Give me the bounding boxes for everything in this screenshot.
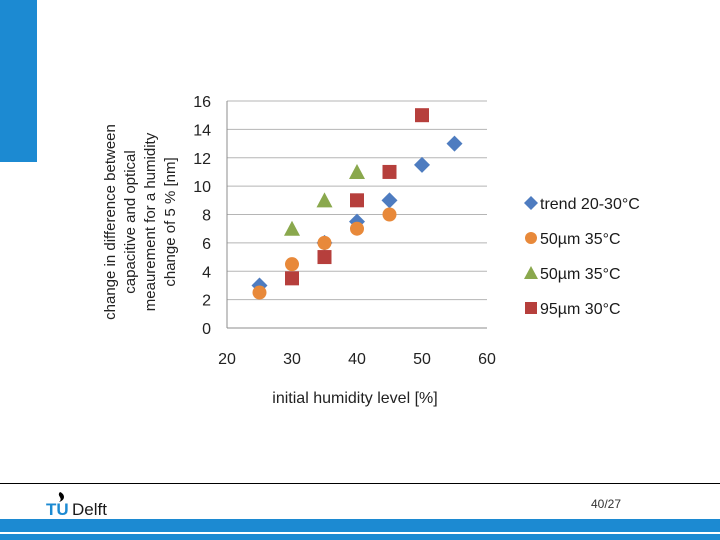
x-tick-label: 60	[478, 351, 496, 368]
y-tick-label: 6	[202, 236, 211, 253]
flame-icon	[58, 492, 64, 502]
logo-tu: TU	[46, 500, 69, 518]
y-tick-label: 12	[193, 151, 211, 168]
data-point-triangle	[349, 163, 365, 179]
legend-marker-circle	[525, 232, 537, 244]
x-axis-label: initial humidity level [%]	[272, 390, 437, 407]
legend-label: 50µm 35°C	[540, 266, 621, 283]
y-axis-label-line: capacitive and optical	[122, 150, 139, 293]
logo-delft: Delft	[72, 500, 107, 518]
legend-marker-diamond	[524, 196, 538, 210]
y-tick-label: 10	[193, 179, 211, 196]
accent-side-bar	[0, 0, 37, 162]
footer-band-thin	[0, 534, 720, 540]
x-tick-label: 50	[413, 351, 431, 368]
y-axis-label-line: meaurement for a humidity	[142, 132, 159, 311]
data-point-circle	[382, 207, 397, 222]
data-point-square	[350, 193, 364, 208]
legend: trend 20-30°C 50µm 35°C 50µm 35°C 95µm 30°C	[524, 196, 640, 318]
y-tick-label: 2	[202, 293, 211, 310]
y-axis-label: change in difference between capacitive a…	[102, 124, 179, 320]
data-point-circle	[350, 221, 364, 236]
y-tick-label: 16	[193, 94, 211, 111]
tick-labels: 0 2 4 6 8 10 12 14 16 20 30 40 50 60	[193, 94, 496, 368]
axes	[226, 101, 487, 329]
data-point-square	[415, 108, 429, 123]
y-tick-label: 14	[193, 122, 211, 139]
data-point-circle	[252, 285, 267, 300]
data-point-triangle	[316, 192, 333, 208]
scatter-chart: 0 2 4 6 8 10 12 14 16 20 30 40 50 60 trend 20-30°C 50µ…	[102, 94, 640, 407]
legend-marker-square	[525, 302, 537, 314]
legend-marker-triangle	[524, 266, 538, 279]
y-tick-label: 4	[202, 264, 211, 281]
data-point-square	[317, 250, 332, 265]
y-axis-label-line: change of 5 % [nm]	[162, 157, 179, 286]
data-point-circle	[317, 235, 332, 250]
data-point-circle	[285, 257, 299, 272]
footer-divider	[0, 483, 720, 484]
data-point-square	[285, 271, 299, 286]
tudelft-logo: TU Delft	[46, 488, 126, 519]
data-point-diamond	[446, 135, 463, 152]
legend-label: 50µm 35°C	[540, 231, 621, 248]
y-axis-label-line: change in difference between	[102, 124, 119, 320]
y-tick-label: 0	[202, 321, 211, 338]
legend-label: trend 20-30°C	[540, 196, 640, 213]
legend-label: 95µm 30°C	[540, 301, 621, 318]
y-tick-label: 8	[202, 208, 211, 225]
footer-band	[0, 519, 720, 532]
data-point-square	[382, 164, 397, 179]
x-tick-label: 20	[218, 351, 236, 368]
page-number: 40/27	[591, 497, 622, 511]
x-tick-label: 40	[348, 351, 366, 368]
grid-lines	[227, 100, 487, 301]
data-point-diamond	[381, 192, 398, 209]
data-points	[251, 108, 463, 300]
data-point-triangle	[284, 220, 300, 236]
data-point-diamond	[414, 156, 430, 173]
x-tick-label: 30	[283, 351, 301, 368]
